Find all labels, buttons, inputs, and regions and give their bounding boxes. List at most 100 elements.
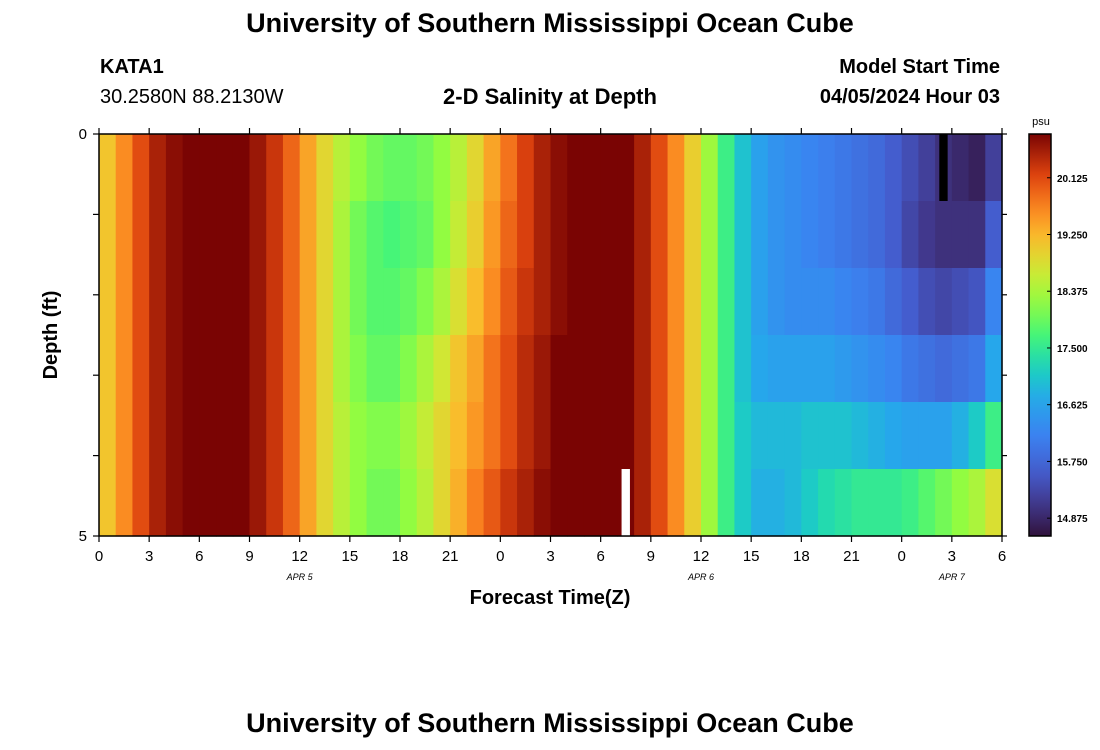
heatmap-cell xyxy=(751,134,769,202)
heatmap-cell xyxy=(216,134,234,202)
heatmap-cell xyxy=(650,469,669,537)
heatmap-cell xyxy=(884,469,903,537)
heatmap-cell xyxy=(918,268,936,336)
colorbar-label: 18.375 xyxy=(1057,287,1088,298)
heatmap-cell xyxy=(951,335,970,403)
heatmap-cell xyxy=(216,268,234,336)
heatmap-cell xyxy=(115,335,134,403)
heatmap-cell xyxy=(801,402,819,470)
x-tick-label: 9 xyxy=(647,548,655,565)
heatmap-cell xyxy=(600,335,618,403)
heatmap-annotations xyxy=(621,134,948,536)
heatmap-cell xyxy=(868,335,886,403)
heatmap-cell xyxy=(249,134,267,202)
heatmap-cell xyxy=(567,469,585,537)
heatmap-cell xyxy=(851,134,869,202)
heatmap-cell xyxy=(985,335,1003,403)
heatmap-cell xyxy=(701,335,719,403)
heatmap-cell xyxy=(851,268,869,336)
heatmap-cell xyxy=(199,402,217,470)
y-axis-title: Depth (ft) xyxy=(40,291,62,380)
heatmap-cell xyxy=(99,335,117,403)
model-start-value: 04/05/2024 Hour 03 xyxy=(819,86,1000,108)
y-tick-labels: 05 xyxy=(79,126,87,545)
page-title: University of Southern Mississippi Ocean… xyxy=(246,8,854,38)
heatmap-cell xyxy=(533,335,552,403)
heatmap-cell xyxy=(650,335,669,403)
heatmap-cell xyxy=(182,335,200,403)
heatmap-cell xyxy=(851,469,869,537)
heatmap-cell xyxy=(684,469,702,537)
colorbar-label: 15.750 xyxy=(1057,457,1088,468)
heatmap-cell xyxy=(717,201,736,269)
colorbar xyxy=(1028,133,1052,537)
heatmap-cell xyxy=(232,335,251,403)
heatmap-cell xyxy=(634,134,652,202)
heatmap-cell xyxy=(249,469,267,537)
x-tick-label: 0 xyxy=(496,548,504,565)
heatmap-marker xyxy=(621,469,630,536)
heatmap-cell xyxy=(483,469,501,537)
heatmap-cell xyxy=(968,134,986,202)
heatmap-cell xyxy=(617,335,635,403)
heatmap-cell xyxy=(701,268,719,336)
heatmap-cell xyxy=(583,469,602,537)
heatmap-cell xyxy=(550,469,568,537)
heatmap-cell xyxy=(734,201,752,269)
heatmap-cell xyxy=(600,134,618,202)
heatmap-cell xyxy=(182,134,200,202)
heatmap-cell xyxy=(533,402,552,470)
date-label: APR 7 xyxy=(938,572,966,582)
salinity-heatmap-chart: 05 0 3 6 9 12 15 18 21 0 3 6 9 12 15 18 21 0 3 6 APR 5 APR … xyxy=(40,116,1088,609)
chart-subtitle: 2-D Salinity at Depth xyxy=(443,84,657,109)
heatmap-cell xyxy=(433,201,451,269)
station-id: KATA1 xyxy=(100,56,164,78)
heatmap-cell xyxy=(349,268,368,336)
heatmap-cell xyxy=(918,402,936,470)
heatmap-cell xyxy=(199,134,217,202)
heatmap-cell xyxy=(517,134,535,202)
colorbar-label: 19.250 xyxy=(1057,231,1088,242)
heatmap-cell xyxy=(550,134,568,202)
heatmap-cell xyxy=(199,335,217,403)
heatmap-cell xyxy=(801,134,819,202)
heatmap-cell xyxy=(701,402,719,470)
axis-ticks xyxy=(93,128,1007,542)
heatmap-cell xyxy=(634,469,652,537)
heatmap-cell xyxy=(734,268,752,336)
heatmap-cell xyxy=(650,134,669,202)
heatmap-cell xyxy=(851,335,869,403)
heatmap-cell xyxy=(567,268,585,336)
heatmap-cell xyxy=(533,134,552,202)
heatmap-cell xyxy=(985,201,1003,269)
heatmap-cell xyxy=(249,268,267,336)
x-tick-label: 0 xyxy=(95,548,103,565)
heatmap-cell xyxy=(232,402,251,470)
heatmap-cells xyxy=(99,134,1003,537)
heatmap-cell xyxy=(450,134,468,202)
heatmap-cell xyxy=(450,469,468,537)
heatmap-cell xyxy=(951,134,970,202)
heatmap-cell xyxy=(400,201,418,269)
heatmap-cell xyxy=(517,201,535,269)
heatmap-cell xyxy=(282,268,301,336)
x-axis-title: Forecast Time(Z) xyxy=(470,587,631,609)
heatmap-cell xyxy=(985,134,1003,202)
footer-title: University of Southern Mississippi Ocean… xyxy=(246,708,854,738)
heatmap-cell xyxy=(466,268,485,336)
heatmap-cell xyxy=(316,402,334,470)
heatmap-cell xyxy=(935,402,953,470)
heatmap-cell xyxy=(583,268,602,336)
heatmap-cell xyxy=(583,134,602,202)
heatmap-cell xyxy=(818,134,836,202)
heatmap-cell xyxy=(935,268,953,336)
heatmap-cell xyxy=(600,402,618,470)
heatmap-cell xyxy=(333,335,351,403)
heatmap-cell xyxy=(567,201,585,269)
heatmap-cell xyxy=(968,268,986,336)
x-tick-label: 9 xyxy=(245,548,253,565)
heatmap-cell xyxy=(650,268,669,336)
heatmap-cell xyxy=(684,134,702,202)
heatmap-cell xyxy=(316,201,334,269)
heatmap-cell xyxy=(834,402,853,470)
